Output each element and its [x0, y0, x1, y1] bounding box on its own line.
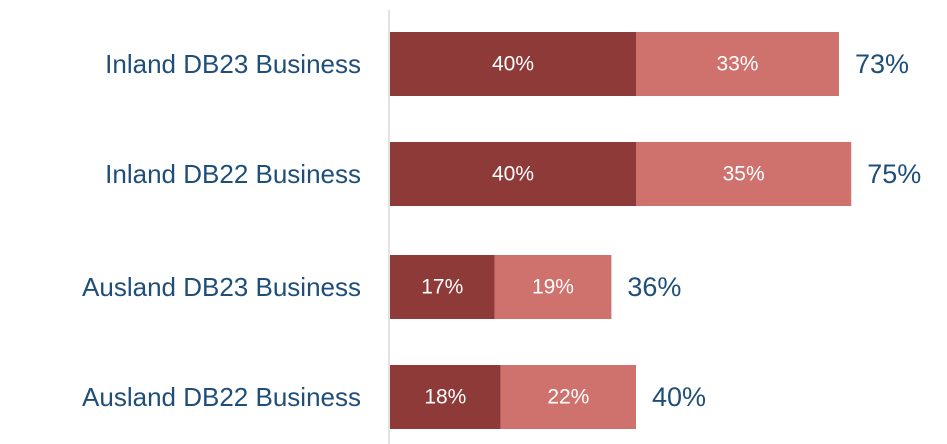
bar-segment-1	[390, 32, 636, 96]
total-value-label: 36%	[627, 272, 681, 302]
bar-segment-2	[500, 365, 636, 429]
labels-layer: Inland DB23 Business 40% 33% 73% Inland DB22…	[82, 49, 921, 412]
bar-segment-2	[636, 142, 852, 206]
category-label: Inland DB23 Business	[105, 49, 361, 79]
category-label: Inland DB22 Business	[105, 159, 361, 189]
segment-value-label: 18%	[424, 386, 466, 409]
bars-layer	[390, 32, 852, 429]
segment-value-label: 19%	[532, 276, 574, 299]
segment-value-label: 17%	[421, 276, 463, 299]
bar-segment-1	[390, 255, 495, 319]
bar-segment-1	[390, 365, 501, 429]
segment-value-label: 35%	[723, 163, 765, 186]
total-value-label: 40%	[652, 382, 706, 412]
bar-segment-1	[390, 142, 636, 206]
bar-segment-2	[494, 255, 612, 319]
segment-value-label: 40%	[492, 53, 534, 76]
total-value-label: 75%	[867, 159, 921, 189]
category-label: Ausland DB22 Business	[82, 382, 361, 412]
bar-segment-2	[636, 32, 839, 96]
segment-value-label: 40%	[492, 163, 534, 186]
segment-value-label: 22%	[547, 386, 589, 409]
total-value-label: 73%	[855, 49, 909, 79]
category-label: Ausland DB23 Business	[82, 272, 361, 302]
segment-value-label: 33%	[716, 53, 758, 76]
